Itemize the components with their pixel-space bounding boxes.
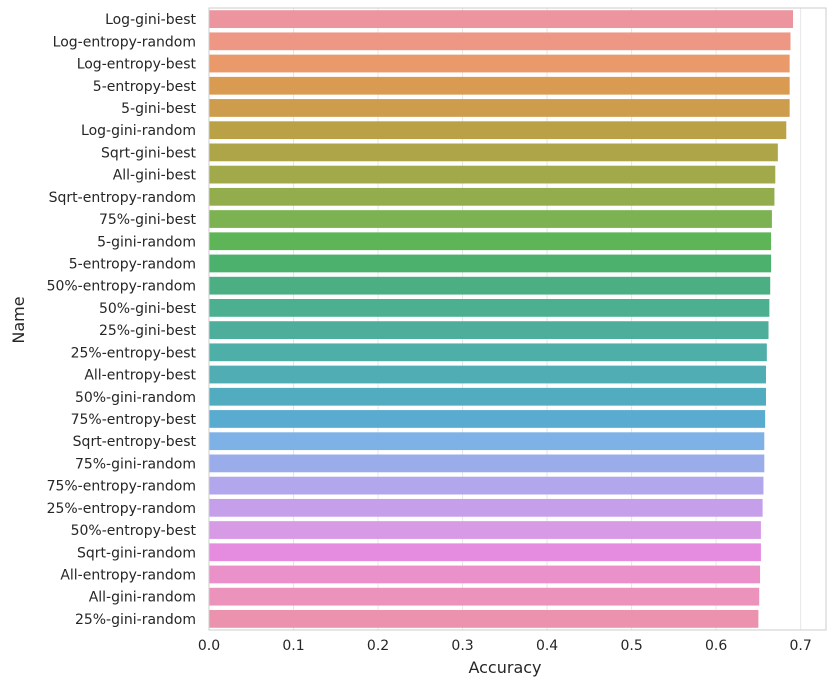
x-tick-label: 0.1 [282, 638, 304, 654]
bar [209, 387, 766, 406]
y-tick-label: 25%-gini-random [75, 612, 196, 628]
bar [209, 187, 775, 206]
x-tick-label: 0.2 [367, 638, 389, 654]
y-tick-label: 50%-gini-best [99, 301, 197, 317]
x-tick-labels: 0.0 0.1 0.2 0.3 0.4 0.5 0.6 0.7 [198, 638, 812, 654]
y-tick-label: 75%-gini-random [75, 456, 196, 472]
y-tick-label: Sqrt-gini-best [101, 145, 196, 161]
bar [209, 299, 770, 317]
y-tick-label: Log-entropy-random [53, 34, 196, 50]
bar [209, 121, 787, 140]
bar [209, 143, 778, 162]
plot-frame [208, 7, 827, 631]
y-tick-label: All-gini-best [113, 168, 197, 184]
y-tick-label: Sqrt-entropy-best [73, 434, 197, 450]
bar [209, 610, 759, 628]
x-tick-label: 0.6 [705, 638, 727, 654]
y-tick-label: Log-entropy-best [77, 57, 197, 73]
x-tick-label: 0.7 [790, 638, 812, 654]
bar [209, 432, 765, 451]
y-tick-label: 5-gini-random [97, 234, 196, 250]
y-tick-labels: Log-gini-best Log-entropy-random Log-entro… [47, 12, 197, 628]
bar [209, 254, 772, 273]
y-axis-label: Name [9, 296, 28, 343]
bar [209, 165, 776, 184]
y-tick-label: Log-gini-random [81, 123, 196, 139]
bar [209, 521, 761, 539]
y-tick-label: 50%-entropy-best [71, 523, 197, 539]
y-tick-label: 5-entropy-random [69, 256, 196, 272]
y-tick-label: 50%-entropy-random [47, 279, 196, 295]
bar [209, 543, 761, 562]
bars [209, 10, 794, 628]
y-tick-label: 75%-entropy-best [71, 412, 197, 428]
x-tick-label: 0.0 [198, 638, 220, 654]
y-tick-label: 50%-gini-random [75, 390, 196, 406]
bar [209, 454, 765, 473]
y-tick-label: 25%-entropy-best [71, 345, 197, 361]
bar [209, 343, 767, 362]
x-tick-label: 0.4 [536, 638, 558, 654]
y-tick-label: All-entropy-best [84, 368, 196, 384]
y-tick-label: Sqrt-gini-random [77, 545, 196, 561]
y-tick-label: Sqrt-entropy-random [49, 190, 196, 206]
bar [209, 10, 794, 28]
y-tick-label: 25%-entropy-random [47, 501, 196, 517]
y-tick-label: 75%-entropy-random [47, 479, 196, 495]
x-tick-label: 0.5 [620, 638, 642, 654]
y-tick-label: 5-entropy-best [93, 79, 197, 95]
bar [209, 587, 760, 606]
bar [209, 54, 790, 73]
bar [209, 498, 763, 517]
y-tick-label: All-gini-random [89, 590, 196, 606]
x-axis-label: Accuracy [468, 658, 541, 677]
y-tick-label: 25%-gini-best [99, 323, 197, 339]
y-tick-label: 5-gini-best [121, 101, 196, 117]
bar [209, 365, 766, 384]
y-tick-label: All-entropy-random [60, 567, 196, 583]
bar [209, 565, 761, 584]
bar [209, 76, 790, 95]
y-tick-label: 75%-gini-best [99, 212, 197, 228]
bar [209, 232, 772, 251]
bar [209, 210, 772, 228]
x-tick-label: 0.3 [451, 638, 473, 654]
bar [209, 99, 790, 117]
bar [209, 276, 771, 295]
y-tick-label: Log-gini-best [105, 12, 196, 28]
bar [209, 476, 764, 495]
bar [209, 321, 769, 339]
bar [209, 410, 766, 428]
bar [209, 32, 791, 51]
